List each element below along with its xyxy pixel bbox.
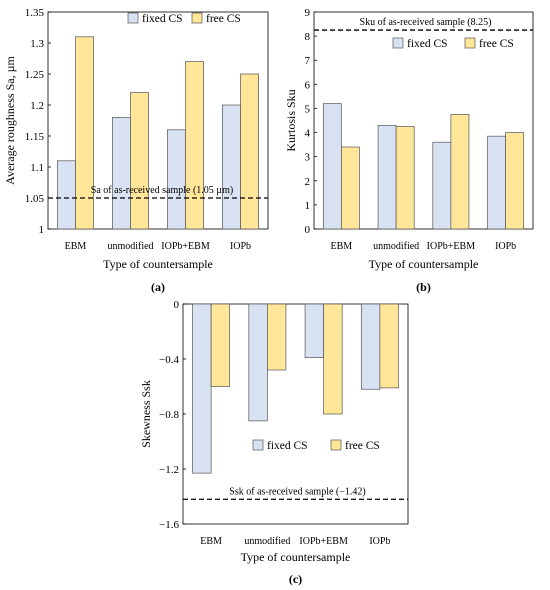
y-tick-label: −1.2 bbox=[159, 464, 179, 476]
plot-frame bbox=[47, 11, 269, 230]
y-tick-label: 1.25 bbox=[25, 69, 45, 81]
legend-label: free CS bbox=[479, 38, 514, 50]
reference-label: Sa of as-received sample (1.05 µm) bbox=[91, 185, 233, 196]
bar-fixed bbox=[192, 303, 212, 474]
y-tick-label: 2 bbox=[305, 176, 311, 188]
bar-free bbox=[210, 303, 231, 387]
legend-label: free CS bbox=[206, 13, 241, 25]
category-label: EBM bbox=[65, 241, 87, 252]
legend-label: fixed CS bbox=[142, 13, 183, 25]
bar-free bbox=[379, 303, 399, 389]
panel-label: (c) bbox=[289, 572, 302, 586]
bar-free bbox=[505, 132, 525, 230]
y-axis-label: Kurtosis Sku bbox=[284, 89, 298, 151]
reference-label: Ssk of as-received sample (−1.42) bbox=[229, 486, 365, 497]
reference-label: Sku of as-received sample (8.25) bbox=[360, 17, 492, 28]
y-tick-label: 0 bbox=[305, 224, 311, 236]
y-tick-label: 1 bbox=[305, 200, 311, 212]
bar-fixed bbox=[487, 135, 506, 230]
y-tick-label: 1.3 bbox=[30, 38, 44, 50]
category-label: EBM bbox=[200, 536, 222, 547]
bar-free bbox=[240, 73, 259, 230]
y-tick-label: 3 bbox=[305, 152, 311, 164]
y-tick-label: −0.8 bbox=[159, 409, 179, 421]
legend-swatch-fixed bbox=[392, 37, 404, 49]
legend-swatch-fixed bbox=[127, 12, 139, 24]
x-axis-label: Type of countersample bbox=[103, 257, 213, 271]
bar-free bbox=[130, 92, 149, 230]
bar-fixed bbox=[360, 303, 381, 390]
y-tick-label: 4 bbox=[305, 128, 311, 140]
legend-swatch-free bbox=[464, 37, 476, 49]
bar-fixed bbox=[304, 303, 324, 358]
legend-swatch-free bbox=[330, 439, 342, 451]
y-tick-label: 1.1 bbox=[30, 162, 44, 174]
bar-fixed bbox=[377, 124, 397, 230]
y-tick-label: 1.35 bbox=[25, 7, 45, 19]
y-tick-label: −1.6 bbox=[159, 519, 179, 531]
bar-free bbox=[395, 126, 415, 230]
category-label: unmodified bbox=[244, 536, 290, 547]
category-label: IOPb+EBM bbox=[427, 241, 476, 252]
legend-swatch-free bbox=[191, 12, 203, 24]
category-label: EBM bbox=[331, 241, 353, 252]
panel-label: (b) bbox=[416, 280, 431, 294]
y-tick-label: 9 bbox=[305, 7, 311, 19]
bar-fixed bbox=[248, 303, 268, 422]
y-tick-label: 1.15 bbox=[25, 131, 45, 143]
legend-label: fixed CS bbox=[267, 440, 308, 452]
category-label: unmodified bbox=[107, 241, 153, 252]
plot-frame bbox=[313, 11, 534, 230]
bar-free bbox=[323, 303, 343, 415]
y-tick-label: 8 bbox=[305, 31, 311, 43]
y-tick-label: −0.4 bbox=[159, 354, 179, 366]
bar-fixed bbox=[56, 160, 76, 230]
legend-label: fixed CS bbox=[407, 38, 448, 50]
bar-fixed bbox=[432, 141, 452, 230]
bar-fixed bbox=[167, 129, 186, 230]
category-label: IOPb+EBM bbox=[299, 536, 348, 547]
y-tick-label: 1.05 bbox=[25, 193, 45, 205]
category-label: IOPb bbox=[230, 241, 251, 252]
bar-free bbox=[450, 114, 470, 230]
y-tick-label: 1.2 bbox=[30, 100, 44, 112]
y-tick-label: 0 bbox=[174, 299, 180, 311]
bar-free bbox=[267, 303, 287, 371]
y-tick-label: 6 bbox=[305, 79, 311, 91]
legend-swatch-fixed bbox=[252, 439, 264, 451]
category-label: IOPb bbox=[369, 536, 390, 547]
y-tick-label: 7 bbox=[305, 55, 311, 67]
bar-free bbox=[75, 36, 94, 230]
x-axis-label: Type of countersample bbox=[241, 550, 351, 564]
bar-free bbox=[185, 61, 204, 230]
bar-fixed bbox=[222, 104, 241, 230]
panel-label: (a) bbox=[151, 280, 165, 294]
category-label: IOPb+EBM bbox=[161, 241, 210, 252]
bar-fixed bbox=[322, 103, 342, 230]
x-axis-label: Type of countersample bbox=[369, 257, 479, 271]
category-label: unmodified bbox=[373, 241, 419, 252]
category-label: IOPb bbox=[495, 241, 516, 252]
bar-fixed bbox=[111, 117, 131, 230]
y-axis-label: Skewness Ssk bbox=[139, 380, 153, 448]
legend-label: free CS bbox=[345, 440, 380, 452]
y-tick-label: 5 bbox=[305, 103, 311, 115]
bar-free bbox=[341, 146, 360, 230]
y-tick-label: 1 bbox=[39, 224, 45, 236]
y-axis-label: Average roughness Sa, µm bbox=[3, 56, 17, 185]
